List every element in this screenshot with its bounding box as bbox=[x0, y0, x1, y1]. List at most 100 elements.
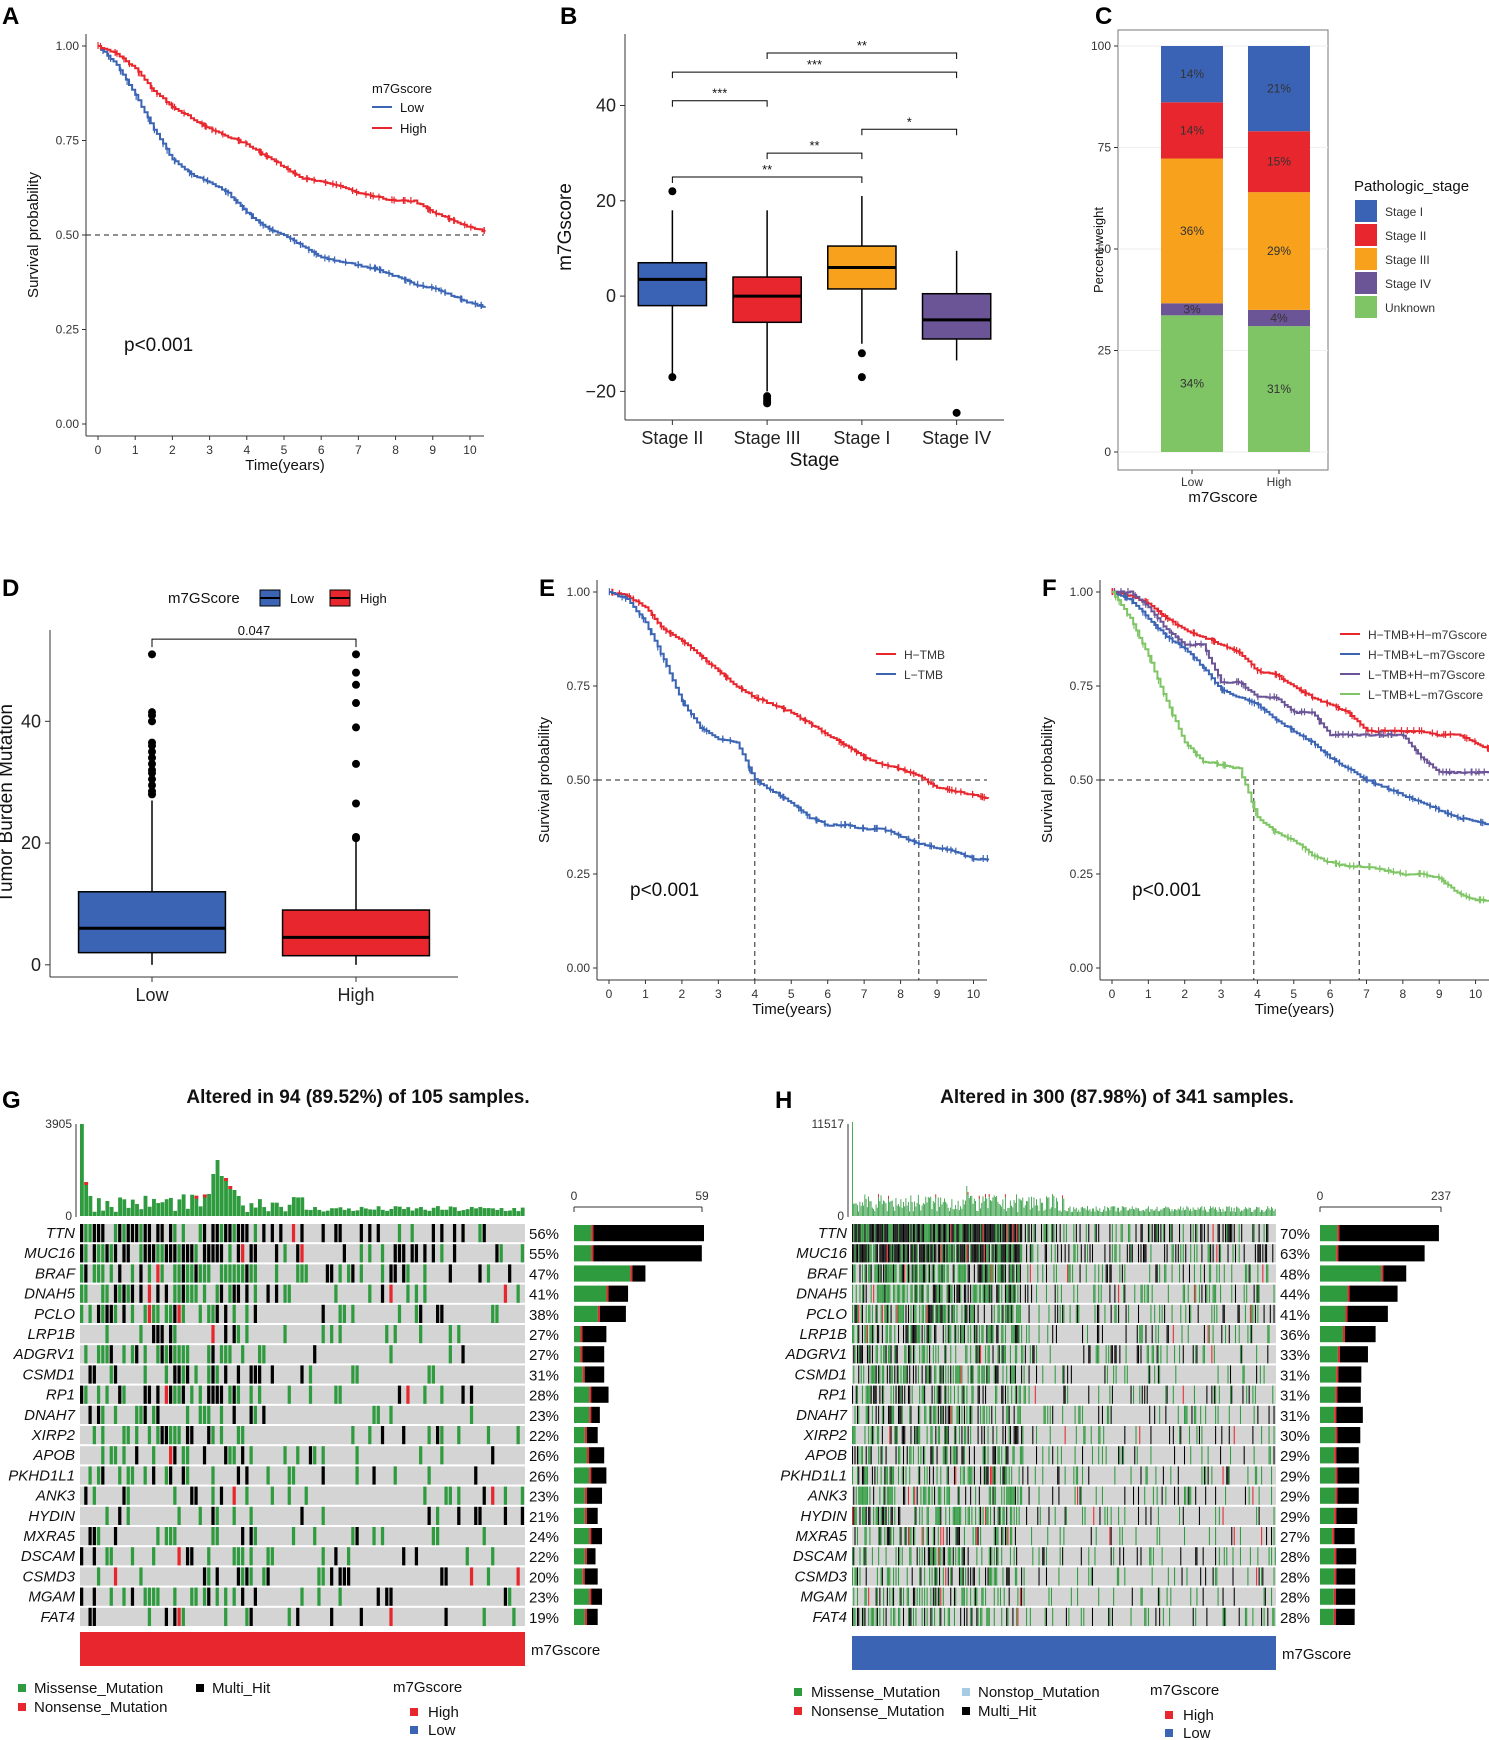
mutation-cell bbox=[924, 1385, 926, 1404]
mutation-cell bbox=[940, 1527, 942, 1546]
mutation-cell bbox=[939, 1506, 941, 1525]
mutation-cell bbox=[380, 1264, 385, 1283]
mutation-cell bbox=[914, 1486, 916, 1505]
mutation-cell bbox=[956, 1284, 958, 1303]
mutation-cell bbox=[869, 1486, 871, 1505]
mutation-cell bbox=[970, 1567, 972, 1586]
mutation-cell bbox=[994, 1486, 997, 1505]
mutation-cell bbox=[1150, 1304, 1152, 1323]
mutation-cell bbox=[921, 1325, 923, 1344]
mutation-cell bbox=[869, 1446, 871, 1465]
mutation-cell bbox=[1251, 1304, 1253, 1323]
mutation-cell bbox=[977, 1244, 979, 1263]
mutation-cell bbox=[1151, 1567, 1153, 1586]
mutation-cell bbox=[942, 1224, 944, 1243]
mutation-cell bbox=[1175, 1365, 1177, 1384]
mutation-cell bbox=[904, 1385, 906, 1404]
mutation-cell bbox=[939, 1607, 941, 1626]
mutation-cell bbox=[935, 1304, 937, 1323]
mutation-cell bbox=[1080, 1486, 1082, 1505]
mutation-cell bbox=[894, 1345, 896, 1364]
mutation-cell bbox=[427, 1506, 431, 1525]
right-bar-multi bbox=[608, 1285, 629, 1302]
mutation-cell bbox=[991, 1284, 993, 1303]
mutation-cell bbox=[1028, 1325, 1030, 1344]
mutation-cell bbox=[1002, 1244, 1004, 1263]
mutation-cell bbox=[874, 1466, 876, 1485]
mutation-cell bbox=[1059, 1527, 1061, 1546]
mutation-cell bbox=[944, 1426, 946, 1445]
mutation-cell bbox=[1105, 1446, 1107, 1465]
mutation-cell bbox=[997, 1325, 999, 1344]
mutation-cell bbox=[1018, 1224, 1020, 1243]
mutation-cell bbox=[122, 1345, 126, 1364]
tmb-bar bbox=[1024, 1205, 1026, 1216]
mutation-cell bbox=[1220, 1446, 1222, 1465]
mutation-cell bbox=[1256, 1466, 1258, 1485]
mutation-cell bbox=[960, 1506, 962, 1525]
box-outlier bbox=[148, 747, 156, 756]
mutation-cell bbox=[910, 1527, 912, 1546]
mutation-cell bbox=[999, 1264, 1002, 1283]
tmb-bar bbox=[917, 1194, 919, 1216]
mutation-cell bbox=[932, 1264, 934, 1283]
mutation-cell bbox=[190, 1486, 194, 1505]
mutation-cell bbox=[152, 1587, 156, 1606]
mutation-cell bbox=[1003, 1486, 1005, 1505]
mutation-cell bbox=[1164, 1304, 1166, 1323]
mutation-cell bbox=[122, 1385, 126, 1404]
legend-item-label: High bbox=[428, 1704, 459, 1721]
mutation-cell bbox=[1070, 1587, 1072, 1606]
legend-item-label: Unknown bbox=[1385, 301, 1435, 315]
tmb-bar bbox=[389, 1208, 394, 1216]
mutation-cell bbox=[997, 1446, 999, 1465]
tmb-bar bbox=[1100, 1212, 1102, 1216]
mutation-cell bbox=[910, 1345, 912, 1364]
mutation-cell bbox=[878, 1547, 880, 1566]
mutation-cell bbox=[1120, 1224, 1122, 1243]
tmb-bar bbox=[503, 1210, 508, 1216]
mutation-cell bbox=[1229, 1446, 1232, 1465]
mutation-cell bbox=[1248, 1486, 1250, 1505]
mutation-cell bbox=[976, 1244, 978, 1263]
mutation-cell bbox=[355, 1365, 359, 1384]
mutation-cell bbox=[998, 1506, 1000, 1525]
mutation-cell bbox=[1200, 1264, 1202, 1283]
x-axis-title: Stage bbox=[790, 450, 840, 471]
mutation-cell bbox=[351, 1527, 355, 1546]
mutation-cell bbox=[440, 1567, 444, 1586]
mutation-cell bbox=[126, 1284, 130, 1303]
mutation-cell bbox=[878, 1426, 880, 1445]
percent-label: 22% bbox=[529, 1428, 559, 1445]
mutation-cell bbox=[207, 1587, 211, 1606]
mutation-cell bbox=[181, 1365, 185, 1384]
mutation-cell bbox=[869, 1345, 871, 1364]
mutation-cell bbox=[1166, 1244, 1168, 1263]
tmb-bar bbox=[385, 1210, 389, 1216]
mutation-cell bbox=[1226, 1547, 1228, 1566]
mutation-cell bbox=[942, 1567, 944, 1586]
tmb-bar bbox=[1165, 1206, 1167, 1216]
mutation-cell bbox=[1044, 1244, 1046, 1263]
mutation-cell bbox=[876, 1466, 878, 1485]
mutation-cell bbox=[173, 1365, 177, 1384]
mutation-cell bbox=[1042, 1446, 1044, 1465]
mutation-cell bbox=[873, 1224, 875, 1243]
mutation-cell bbox=[1161, 1486, 1163, 1505]
mutation-cell bbox=[1193, 1264, 1195, 1283]
mutation-cell bbox=[1203, 1345, 1205, 1364]
mutation-cell bbox=[985, 1264, 987, 1283]
x-tick-label: 5 bbox=[1290, 987, 1297, 1001]
mutation-cell bbox=[219, 1385, 224, 1404]
km-curve bbox=[609, 591, 990, 800]
mutation-cell bbox=[1147, 1345, 1149, 1364]
mutation-cell bbox=[164, 1365, 168, 1384]
mutation-cell bbox=[914, 1264, 916, 1283]
mutation-cell bbox=[893, 1224, 895, 1243]
mutation-cell bbox=[998, 1304, 1000, 1323]
mutation-cell bbox=[499, 1244, 503, 1263]
mutation-cell bbox=[1098, 1587, 1100, 1606]
mutation-cell bbox=[859, 1567, 861, 1586]
mutation-cell bbox=[1042, 1264, 1044, 1283]
tmb-bar bbox=[1043, 1210, 1045, 1216]
